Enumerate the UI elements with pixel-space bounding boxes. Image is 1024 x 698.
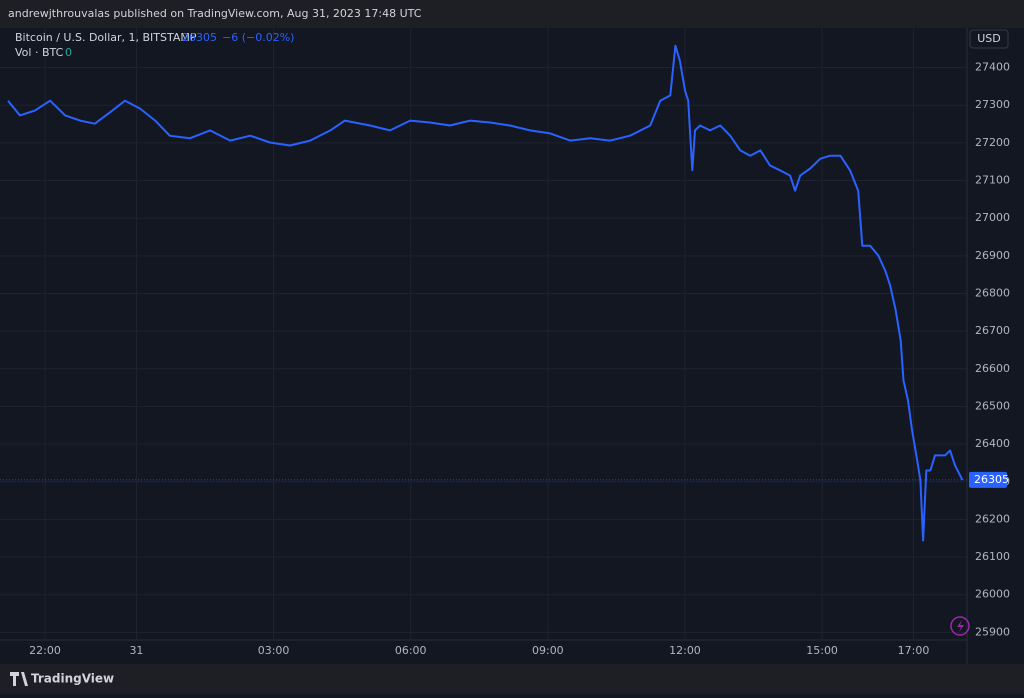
y-tick-label: 26600 — [975, 362, 1010, 375]
y-tick-label: 27400 — [975, 61, 1010, 74]
x-tick-label: 06:00 — [395, 644, 427, 657]
y-tick-label: 26500 — [975, 399, 1010, 412]
currency-box[interactable] — [969, 29, 1009, 49]
y-tick-label: 26200 — [975, 512, 1010, 525]
currency[interactable]: USD — [977, 32, 1001, 45]
y-tick-label: 27100 — [975, 174, 1010, 187]
logo — [10, 672, 28, 686]
price-line — [7, 44, 964, 542]
change: −6 (−0.02%) — [222, 31, 294, 44]
y-tick-label: 26800 — [975, 286, 1010, 299]
y-tick-label: 27000 — [975, 211, 1010, 224]
y-tick-label: 26000 — [975, 588, 1010, 601]
y-tick-label: 26100 — [975, 550, 1010, 563]
volume-value: 0 — [65, 46, 72, 59]
alert-bolt — [957, 620, 964, 632]
x-tick-label: 03:00 — [258, 644, 290, 657]
x-tick-label: 15:00 — [806, 644, 838, 657]
alert-icon[interactable] — [950, 616, 970, 636]
last-price: 26305 — [182, 31, 217, 44]
y-tick-label: 25900 — [975, 625, 1010, 638]
footer-bar — [0, 664, 1024, 694]
brand: TradingView — [31, 672, 114, 686]
header-bar — [0, 0, 1024, 28]
x-tick-label: 31 — [129, 644, 143, 657]
last-price-label: 26305 — [974, 473, 1009, 486]
y-tick-label: 26900 — [975, 249, 1010, 262]
volume-label: Vol · BTC — [15, 46, 64, 59]
symbol: Bitcoin / U.S. Dollar, 1, BITSTAMP — [15, 31, 197, 44]
y-tick-label: 26400 — [975, 437, 1010, 450]
y-tick-label: 27300 — [975, 98, 1010, 111]
x-tick-label: 09:00 — [532, 644, 564, 657]
header-text: andrewjthrouvalas published on TradingVi… — [8, 7, 422, 20]
x-tick-label: 12:00 — [669, 644, 701, 657]
y-tick-label: 27200 — [975, 136, 1010, 149]
grid — [0, 28, 967, 640]
last-price-box — [969, 471, 1007, 488]
x-tick-label: 22:00 — [29, 644, 61, 657]
y-tick-label: 26700 — [975, 324, 1010, 337]
x-tick-label: 17:00 — [898, 644, 930, 657]
